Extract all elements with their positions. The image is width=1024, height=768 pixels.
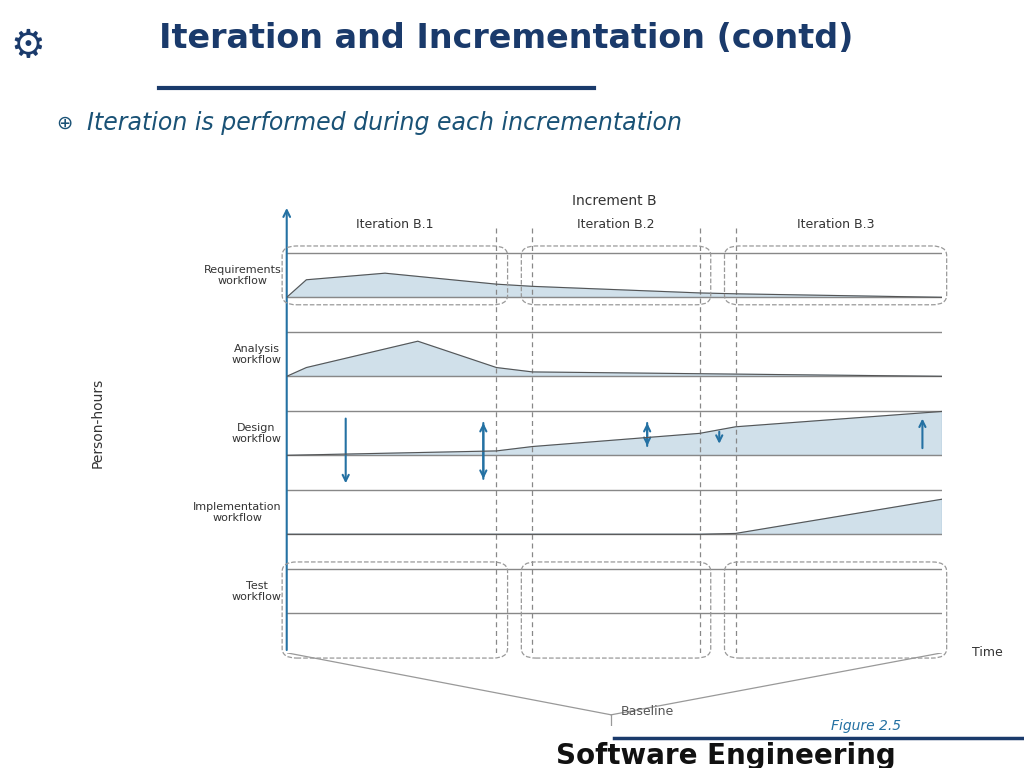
Polygon shape [287,412,942,455]
Text: ⚙: ⚙ [10,27,45,65]
Text: Iteration B.3: Iteration B.3 [797,218,874,231]
Text: Increment B: Increment B [572,194,656,208]
Text: Software Engineering: Software Engineering [556,742,896,768]
Polygon shape [287,273,942,297]
Text: Baseline: Baseline [621,706,674,719]
Text: Implementation
workflow: Implementation workflow [193,502,282,523]
Text: Requirements
workflow: Requirements workflow [204,265,282,286]
Polygon shape [287,499,942,535]
Text: Person-hours: Person-hours [90,377,104,468]
Text: Iteration is performed during each incrementation: Iteration is performed during each incre… [87,111,682,135]
Text: Iteration B.1: Iteration B.1 [356,218,433,231]
Text: Analysis
workflow: Analysis workflow [231,343,282,365]
Text: Test
workflow: Test workflow [231,581,282,602]
Polygon shape [287,341,942,376]
Text: Time: Time [972,647,1002,659]
Text: Iteration and Incrementation (contd): Iteration and Incrementation (contd) [159,22,853,55]
Text: Design
workflow: Design workflow [231,422,282,444]
Text: Iteration B.2: Iteration B.2 [578,218,654,231]
Text: Figure 2.5: Figure 2.5 [831,719,901,733]
Text: ⊕: ⊕ [56,114,73,133]
